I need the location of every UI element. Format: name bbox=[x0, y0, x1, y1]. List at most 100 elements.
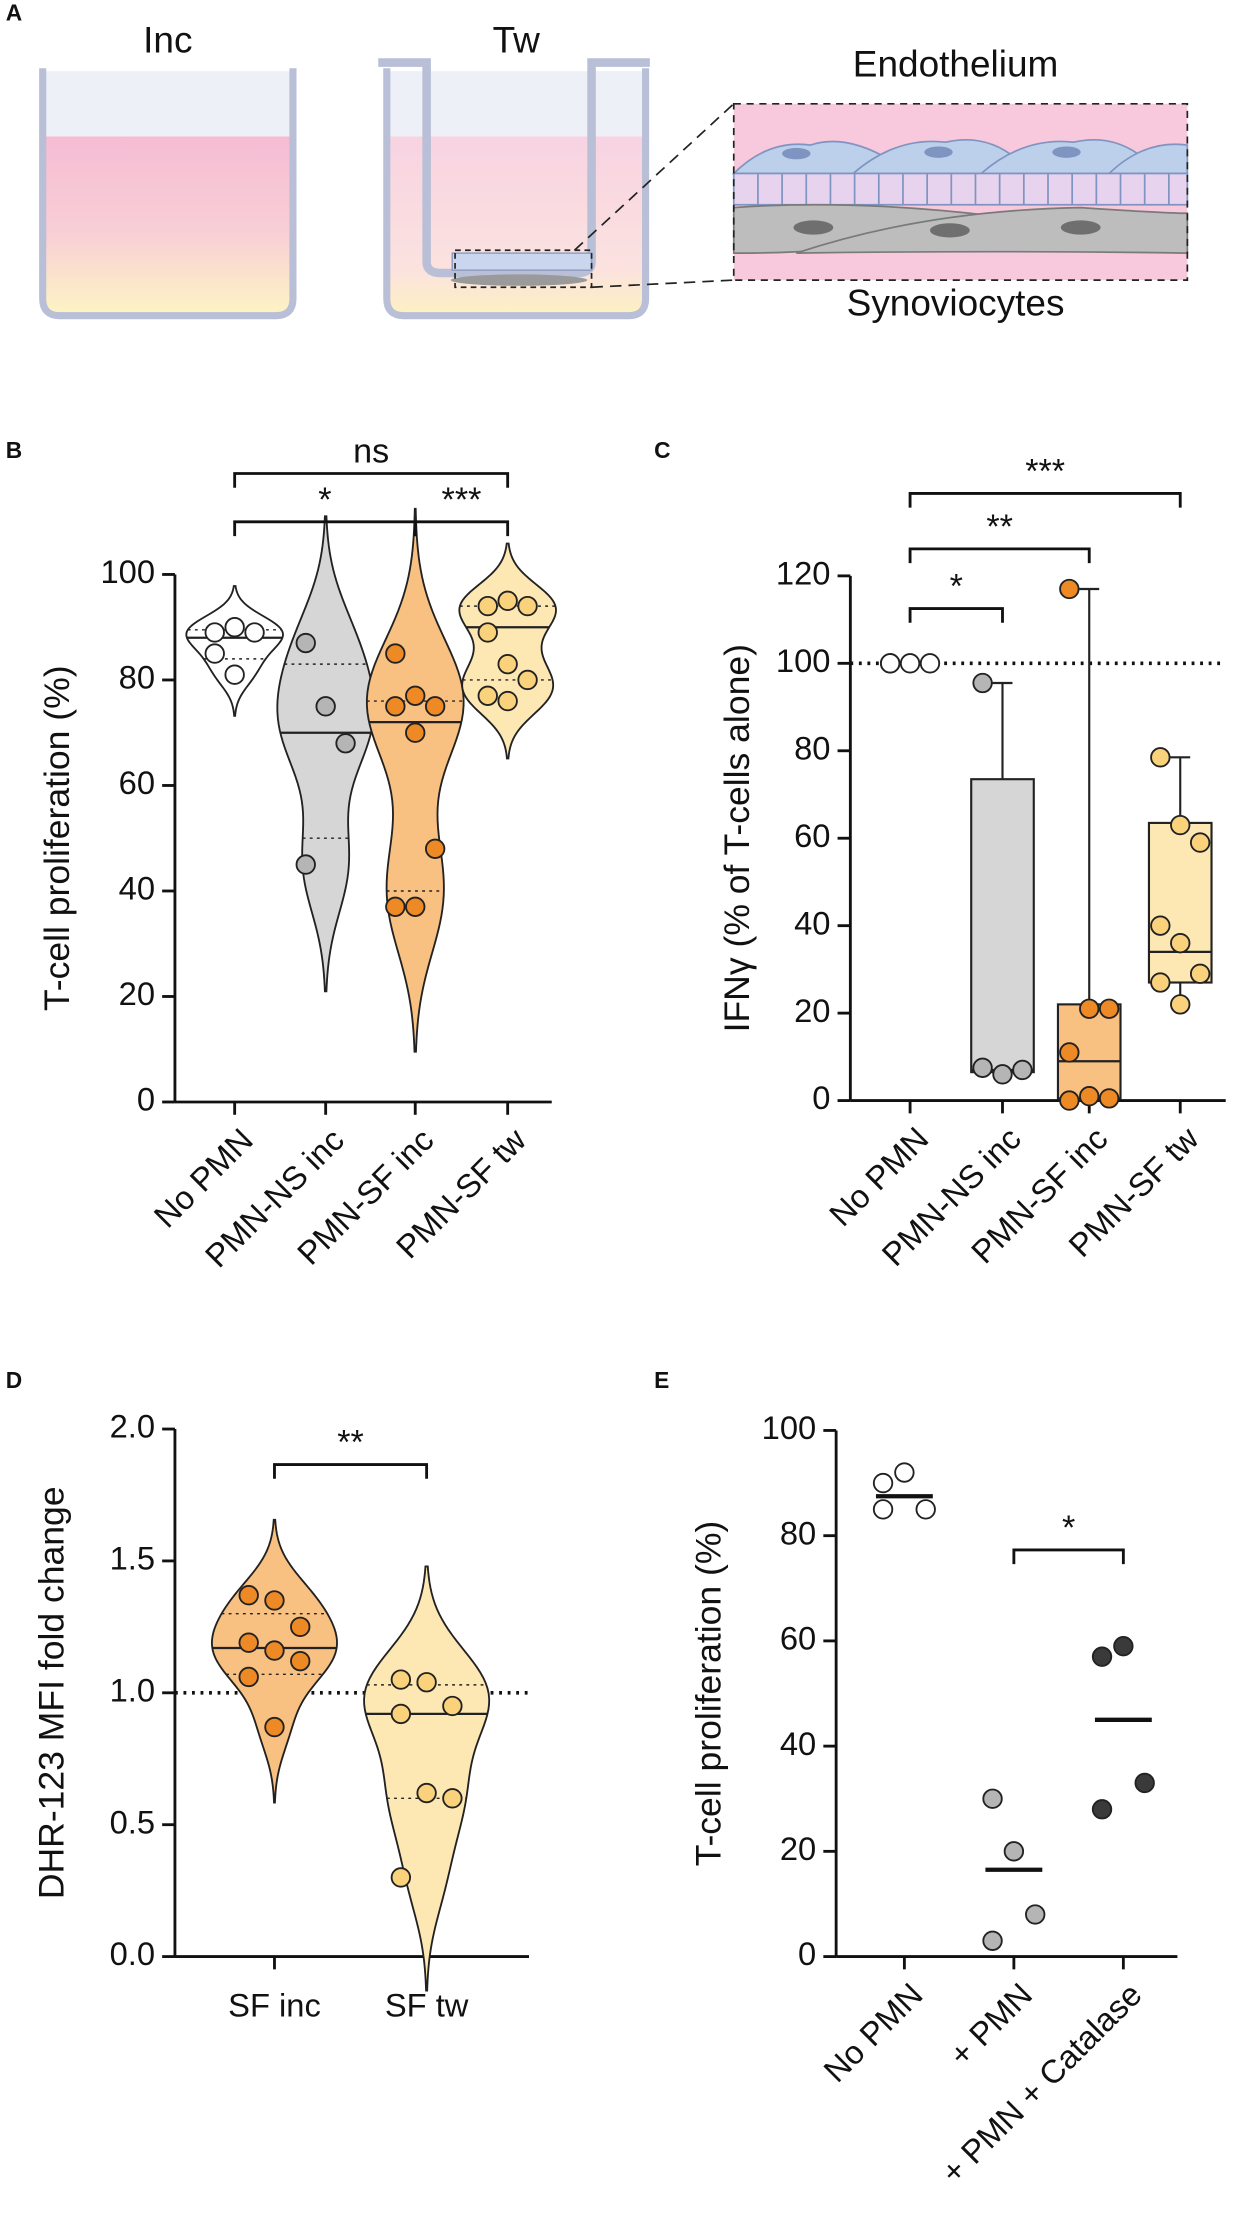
data-point bbox=[238, 1585, 259, 1606]
significance-bracket bbox=[908, 491, 1182, 508]
y-axis-label: T-cell proliferation (%) bbox=[37, 665, 77, 1011]
panel-label: A bbox=[6, 0, 22, 25]
data-point bbox=[1170, 994, 1191, 1015]
y-tick-label: 100 bbox=[762, 1409, 817, 1446]
data-point bbox=[290, 1650, 311, 1672]
data-point bbox=[1189, 832, 1211, 853]
data-point bbox=[1150, 747, 1171, 768]
significance-bracket bbox=[273, 1463, 429, 1479]
data-point bbox=[1059, 1042, 1080, 1063]
data-point bbox=[405, 722, 426, 743]
data-point bbox=[1134, 1772, 1155, 1794]
data-point bbox=[972, 672, 993, 694]
well-inc bbox=[39, 68, 297, 320]
significance-bracket bbox=[413, 520, 510, 537]
panel-label: C bbox=[654, 437, 670, 463]
data-point bbox=[290, 1616, 311, 1638]
data-point bbox=[1059, 1090, 1080, 1111]
well-tw bbox=[383, 68, 650, 320]
zoom-line bbox=[591, 279, 734, 289]
data-point bbox=[1113, 1635, 1134, 1657]
violin bbox=[276, 515, 375, 993]
medium bbox=[44, 136, 292, 313]
y-axis-label: DHR-123 MFI fold change bbox=[31, 1486, 71, 1899]
y-tick-label: 2.0 bbox=[110, 1408, 155, 1445]
panel-a: A Inc Tw Endothelium Synoviocytes bbox=[6, 0, 1189, 323]
data-point bbox=[390, 1669, 412, 1690]
y-tick-label: 1.0 bbox=[110, 1671, 155, 1708]
y-tick-label: 60 bbox=[780, 1620, 816, 1657]
data-point bbox=[390, 1867, 412, 1888]
data-point bbox=[517, 595, 538, 617]
data-point bbox=[497, 653, 518, 675]
y-tick-label: 60 bbox=[794, 817, 830, 854]
significance-bracket bbox=[908, 547, 1091, 564]
data-point bbox=[1170, 814, 1191, 836]
data-point bbox=[899, 653, 921, 674]
panel-label: D bbox=[6, 1367, 22, 1393]
data-point bbox=[224, 617, 245, 638]
nuclei bbox=[782, 146, 1081, 160]
significance-label: *** bbox=[442, 481, 482, 519]
data-point bbox=[1091, 1799, 1113, 1820]
data-point bbox=[477, 622, 498, 643]
data-point bbox=[405, 896, 426, 917]
zoom-source bbox=[454, 249, 593, 289]
data-point bbox=[1170, 932, 1191, 954]
x-tick-label: + PMN bbox=[942, 1976, 1039, 2073]
data-point bbox=[204, 643, 225, 664]
box bbox=[970, 778, 1035, 1074]
data-point bbox=[1012, 1059, 1033, 1081]
y-tick-label: 120 bbox=[776, 555, 831, 592]
membrane-zoom bbox=[732, 172, 1189, 206]
significance-label: ns bbox=[353, 433, 389, 471]
significance-bracket bbox=[908, 607, 1004, 623]
inc-label: Inc bbox=[143, 19, 192, 60]
y-tick-label: 40 bbox=[794, 904, 830, 941]
data-point bbox=[915, 1499, 936, 1520]
nuclei bbox=[793, 220, 1101, 238]
data-point bbox=[1059, 578, 1080, 600]
data-point bbox=[442, 1695, 463, 1717]
zoom-frame bbox=[732, 102, 1189, 281]
y-tick-label: 20 bbox=[119, 975, 155, 1012]
y-tick-label: 0 bbox=[137, 1081, 155, 1118]
y-tick-label: 0.0 bbox=[110, 1935, 155, 1972]
tw-label: Tw bbox=[493, 19, 541, 60]
data-point bbox=[416, 1782, 437, 1804]
data-point bbox=[264, 1590, 285, 1611]
data-point bbox=[416, 1672, 437, 1693]
data-point bbox=[238, 1632, 259, 1653]
significance-label: * bbox=[1062, 1509, 1075, 1547]
data-point bbox=[424, 696, 446, 717]
data-point bbox=[264, 1716, 285, 1738]
data-point bbox=[244, 622, 265, 643]
data-point bbox=[1098, 998, 1120, 1019]
data-point bbox=[1003, 1841, 1025, 1862]
y-tick-label: 20 bbox=[794, 992, 830, 1029]
data-point bbox=[1150, 915, 1171, 936]
panel-label: E bbox=[654, 1367, 669, 1393]
data-point bbox=[477, 685, 498, 706]
y-tick-label: 60 bbox=[119, 764, 155, 801]
significance-label: ** bbox=[986, 508, 1013, 546]
data-point bbox=[497, 690, 518, 712]
data-point bbox=[442, 1788, 463, 1809]
y-axis-label: T-cell proliferation (%) bbox=[688, 1521, 728, 1867]
y-tick-label: 0.5 bbox=[110, 1803, 155, 1840]
data-point bbox=[992, 1064, 1013, 1085]
violin bbox=[185, 585, 284, 717]
x-tick-label: No PMN bbox=[816, 1976, 930, 2090]
data-point bbox=[517, 669, 538, 691]
data-point bbox=[1025, 1904, 1046, 1925]
significance-label: * bbox=[950, 568, 963, 606]
y-tick-label: 20 bbox=[780, 1830, 816, 1867]
data-point bbox=[1079, 998, 1100, 1019]
y-tick-label: 80 bbox=[780, 1514, 816, 1551]
y-tick-label: 1.5 bbox=[110, 1540, 155, 1577]
significance-bracket bbox=[233, 472, 510, 488]
data-point bbox=[295, 632, 316, 654]
data-point bbox=[1189, 963, 1211, 984]
data-point bbox=[238, 1666, 259, 1688]
